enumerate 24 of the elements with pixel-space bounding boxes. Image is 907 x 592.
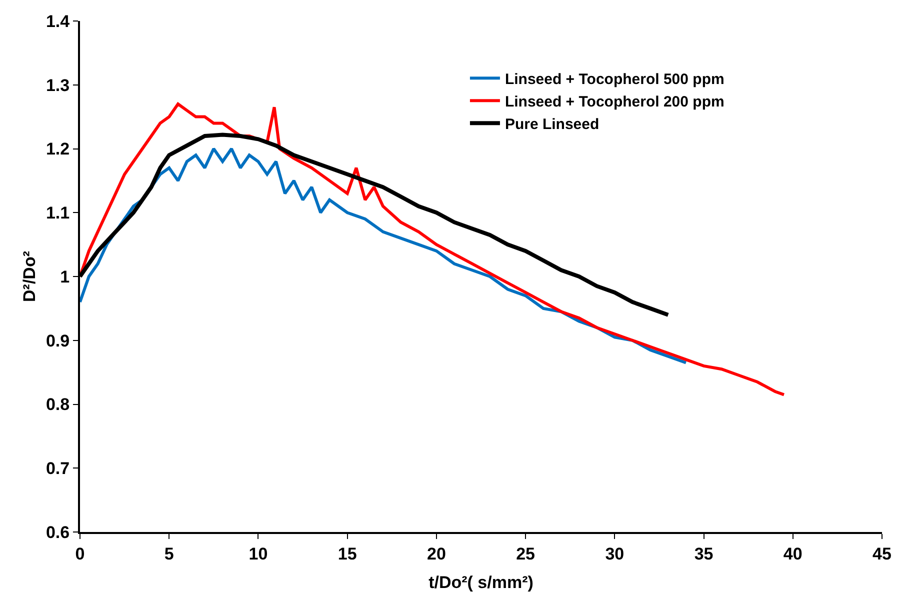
y-tick-label: 0.6 — [46, 522, 70, 542]
x-tick-label: 5 — [164, 544, 174, 564]
x-tick-label: 25 — [516, 544, 536, 564]
x-axis-title: t/Do²( s/mm²) — [428, 573, 534, 592]
x-tick-label: 15 — [338, 544, 357, 564]
x-tick-label: 30 — [605, 544, 624, 564]
y-tick-label: 1.1 — [46, 204, 70, 223]
x-tick-label: 10 — [248, 544, 268, 564]
y-tick-label: 1 — [60, 267, 70, 286]
x-tick-label: 40 — [783, 544, 802, 564]
x-tick-label: 20 — [426, 544, 446, 564]
x-tick-label: 45 — [872, 544, 892, 564]
legend-label: Pure Linseed — [504, 116, 600, 133]
y-tick-label: 1.3 — [46, 76, 70, 95]
y-axis-title: D²/Do² — [20, 250, 39, 302]
x-tick-label: 0 — [75, 544, 85, 564]
x-tick-label: 35 — [694, 544, 714, 564]
legend-label: Linseed + Tocopherol 200 ppm — [504, 93, 724, 110]
y-tick-label: 1.4 — [46, 12, 70, 31]
y-tick-label: 0.7 — [46, 459, 70, 478]
y-tick-label: 1.2 — [46, 140, 70, 159]
y-tick-label: 0.8 — [46, 395, 70, 414]
legend-label: Linseed + Tocopherol 500 ppm — [504, 70, 724, 88]
y-tick-label: 0.9 — [46, 331, 70, 350]
